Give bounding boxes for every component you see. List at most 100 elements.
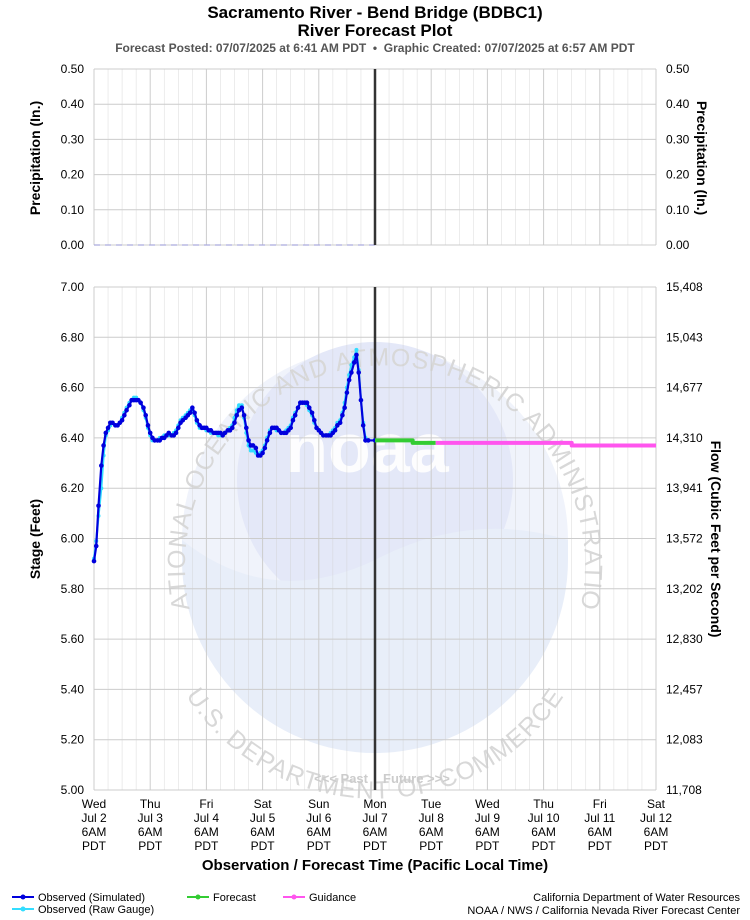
stage-ytick-left: 6.40 xyxy=(61,431,85,445)
x-tick-label: Thu xyxy=(533,797,554,811)
data-point-observed_simulated xyxy=(187,410,193,416)
data-point-observed_simulated xyxy=(176,425,181,431)
data-point-observed_simulated xyxy=(246,438,251,443)
flow-ytick-right: 13,572 xyxy=(666,532,703,546)
x-tick-label: Sat xyxy=(254,797,273,811)
data-point-observed_simulated xyxy=(239,405,245,411)
data-point-observed_simulated xyxy=(288,425,294,431)
precip-ytick-right: 0.40 xyxy=(666,97,690,111)
future-label: Future >>> xyxy=(383,771,450,786)
stage-ytick-left: 6.80 xyxy=(61,330,85,344)
x-tick-label: 6AM xyxy=(250,825,275,839)
stage-ytick-left: 7.00 xyxy=(61,280,85,294)
data-point-observed_simulated xyxy=(234,412,240,418)
data-point-observed_simulated xyxy=(232,420,237,426)
flow-ytick-right: 14,677 xyxy=(666,381,703,395)
stage-ylabel-left: Stage (Feet) xyxy=(27,499,43,579)
data-point-observed_simulated xyxy=(306,405,312,411)
x-tick-label: Sun xyxy=(308,797,329,811)
stage-ytick-left: 5.20 xyxy=(61,733,85,747)
x-tick-label: 6AM xyxy=(531,825,556,839)
data-point-observed_simulated xyxy=(124,407,129,413)
x-tick-label: Jul 6 xyxy=(306,811,332,825)
x-tick-label: 6AM xyxy=(419,825,444,839)
series-forecast xyxy=(375,438,436,445)
precip-ylabel-left: Precipitation (In.) xyxy=(27,101,43,215)
series-line-forecast xyxy=(375,438,436,445)
data-point-observed_simulated xyxy=(173,430,179,436)
credit-cnrfc: NOAA / NWS / California Nevada River For… xyxy=(467,905,740,917)
x-axis-label: Observation / Forecast Time (Pacific Loc… xyxy=(202,857,548,874)
data-point-observed_simulated xyxy=(360,423,366,428)
data-point-observed_simulated xyxy=(292,412,298,418)
x-tick-label: Tue xyxy=(421,797,442,811)
x-tick-label: PDT xyxy=(532,839,557,853)
x-tick-label: Jul 4 xyxy=(194,811,220,825)
x-tick-label: Mon xyxy=(363,797,386,811)
x-tick-label: Jul 11 xyxy=(584,811,615,825)
x-tick-label: PDT xyxy=(475,839,500,853)
legend-forecast: Forecast xyxy=(187,892,256,904)
data-point-observed_simulated xyxy=(145,423,151,428)
data-point-observed_simulated xyxy=(356,370,362,375)
series-line-guidance xyxy=(435,440,656,448)
data-point-observed_simulated xyxy=(309,410,315,416)
flow-ytick-right: 12,457 xyxy=(666,682,703,696)
x-tick-label: Wed xyxy=(82,797,106,811)
legend-label-guidance: Guidance xyxy=(309,892,356,904)
series-observed_simulated xyxy=(91,352,378,564)
legend: Observed (Simulated) Observed (Raw Gauge… xyxy=(12,892,356,916)
posted-created-line: Forecast Posted: 07/07/2025 at 6:41 AM P… xyxy=(0,41,750,55)
x-tick-label: 6AM xyxy=(138,825,163,839)
precip-ytick-right: 0.00 xyxy=(666,238,690,252)
x-tick-label: Wed xyxy=(475,797,499,811)
data-point-observed_simulated xyxy=(365,438,371,443)
precip-ytick-right: 0.50 xyxy=(666,62,690,76)
x-tick-label: PDT xyxy=(419,839,444,853)
flow-ytick-right: 12,830 xyxy=(666,632,703,646)
data-point-observed_raw xyxy=(354,347,359,352)
legend-label-forecast: Forecast xyxy=(213,892,256,904)
x-tick-label: PDT xyxy=(82,839,107,853)
data-point-observed_simulated xyxy=(141,405,146,411)
legend-observed-raw: Observed (Raw Gauge) xyxy=(12,904,154,916)
data-point-observed_simulated xyxy=(122,412,127,418)
data-point-observed_simulated xyxy=(91,558,97,564)
x-tick-label: Thu xyxy=(140,797,161,811)
data-point-observed_simulated xyxy=(262,445,268,451)
precip-ytick-left: 0.40 xyxy=(61,97,85,111)
data-point-observed_simulated xyxy=(101,443,106,448)
x-tick-label: 6AM xyxy=(82,825,107,839)
flow-ytick-right: 14,310 xyxy=(666,431,703,445)
x-tick-label: Fri xyxy=(199,797,213,811)
x-tick-label: 6AM xyxy=(587,825,612,839)
graphic-created: Graphic Created: 07/07/2025 at 6:57 AM P… xyxy=(383,41,635,55)
data-point-observed_simulated xyxy=(99,463,104,468)
data-point-observed_simulated xyxy=(312,417,317,423)
watermark-logo-text: noaa xyxy=(285,409,449,487)
data-point-observed_simulated xyxy=(105,425,111,431)
x-tick-label: Jul 7 xyxy=(362,811,388,825)
series-guidance xyxy=(435,440,656,448)
data-point-observed_simulated xyxy=(138,400,143,405)
stage-ytick-left: 5.00 xyxy=(61,783,85,797)
stage-ytick-left: 6.00 xyxy=(61,532,85,546)
data-point-observed_simulated xyxy=(143,412,149,418)
flow-ytick-right: 15,043 xyxy=(666,330,703,344)
x-tick-label: 6AM xyxy=(194,825,219,839)
precip-ytick-right: 0.20 xyxy=(666,168,690,182)
precip-ylabel-right: Precipitation (In.) xyxy=(694,101,710,215)
x-tick-label: Sat xyxy=(647,797,666,811)
data-point-observed_simulated xyxy=(190,405,195,411)
series-layer xyxy=(91,69,656,790)
x-tick-label: PDT xyxy=(138,839,163,853)
flow-ytick-right: 13,202 xyxy=(666,582,703,596)
x-tick-label: Jul 12 xyxy=(640,811,672,825)
data-point-observed_simulated xyxy=(346,377,352,383)
data-point-observed_simulated xyxy=(337,420,343,426)
data-point-observed_raw xyxy=(251,448,256,453)
x-tick-label: PDT xyxy=(588,839,613,853)
flow-ylabel-right: Flow (Cubic Feet per Second) xyxy=(708,441,724,638)
data-point-observed_simulated xyxy=(253,445,259,451)
